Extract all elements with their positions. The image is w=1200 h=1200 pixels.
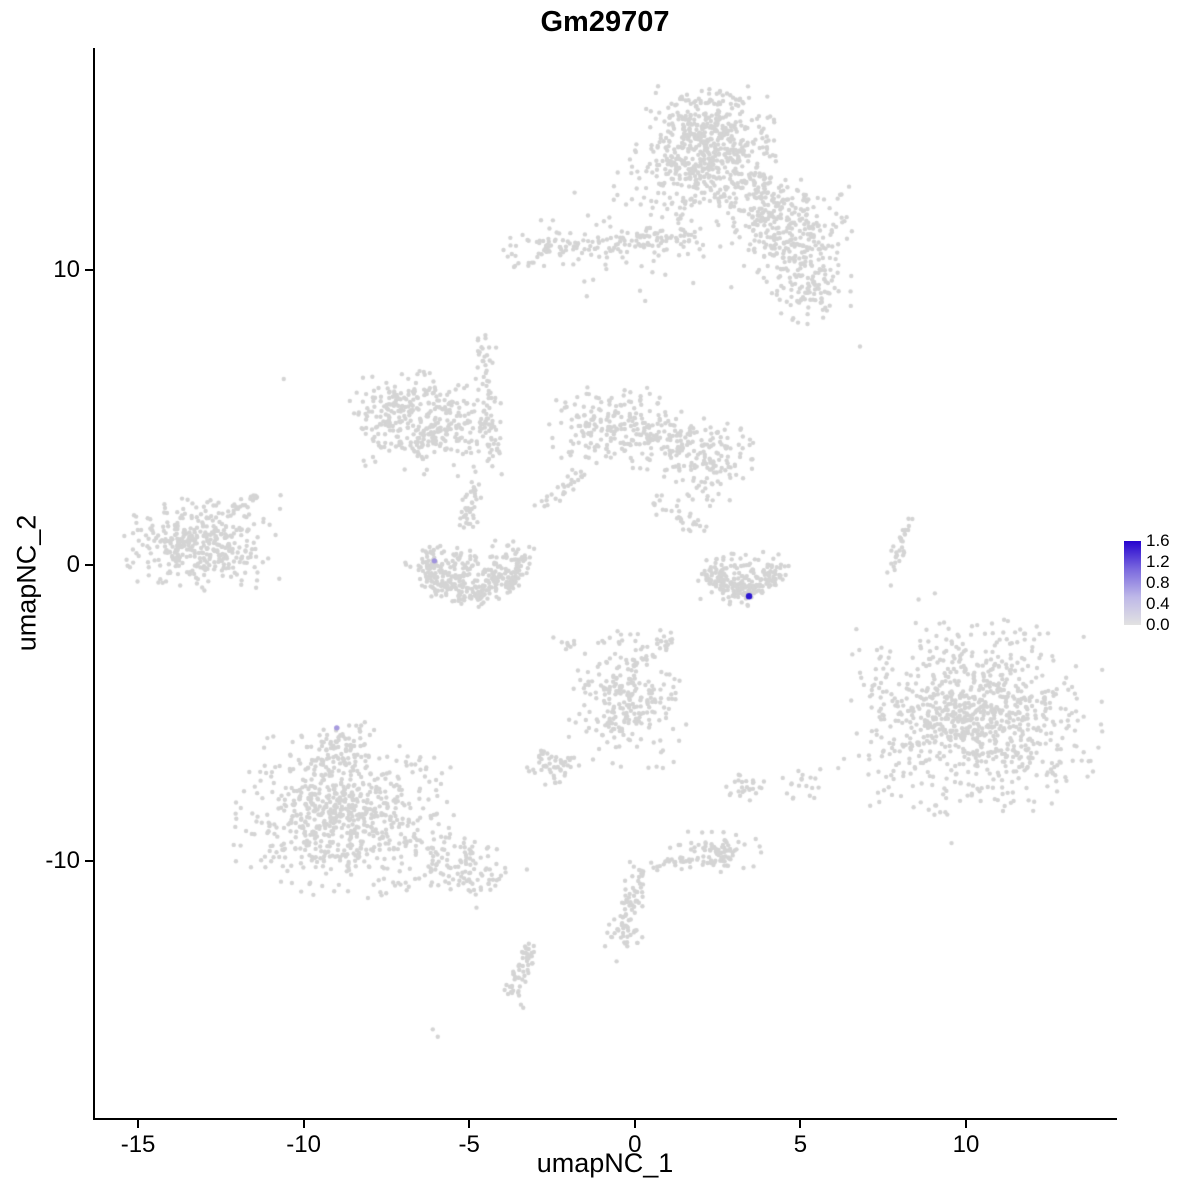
y-tick-mark bbox=[85, 564, 93, 567]
chart-title: Gm29707 bbox=[540, 6, 670, 38]
x-tick-label: -15 bbox=[120, 1131, 156, 1158]
x-tick-mark bbox=[137, 1120, 140, 1128]
x-tick-mark bbox=[468, 1120, 471, 1128]
x-tick-label: 5 bbox=[793, 1131, 808, 1158]
legend-tick-label: 0.0 bbox=[1146, 615, 1170, 634]
y-tick-label: 10 bbox=[53, 255, 80, 283]
expression-colorbar bbox=[1124, 541, 1141, 625]
x-tick-mark bbox=[964, 1120, 967, 1128]
legend-tick-label: 1.2 bbox=[1146, 552, 1170, 571]
x-axis-line bbox=[93, 1118, 1117, 1120]
y-axis-label: umapNC_2 bbox=[11, 514, 42, 652]
legend-tick-label: 0.4 bbox=[1146, 594, 1170, 613]
x-tick-mark bbox=[799, 1120, 802, 1128]
y-tick-label: -10 bbox=[45, 846, 80, 874]
y-axis-line bbox=[93, 48, 95, 1120]
y-tick-mark bbox=[85, 859, 93, 862]
x-tick-label: 0 bbox=[628, 1131, 642, 1158]
x-tick-label: -10 bbox=[286, 1131, 321, 1158]
x-tick-mark bbox=[302, 1120, 305, 1128]
legend-tick-label: 0.8 bbox=[1146, 573, 1170, 592]
y-tick-label: 0 bbox=[66, 551, 80, 579]
x-axis-label: umapNC_1 bbox=[536, 1148, 674, 1178]
y-tick-mark bbox=[85, 268, 93, 271]
x-tick-label: 10 bbox=[952, 1131, 980, 1158]
x-tick-label: -5 bbox=[458, 1131, 480, 1158]
legend-tick-label: 1.6 bbox=[1146, 531, 1170, 550]
x-tick-mark bbox=[633, 1120, 636, 1128]
